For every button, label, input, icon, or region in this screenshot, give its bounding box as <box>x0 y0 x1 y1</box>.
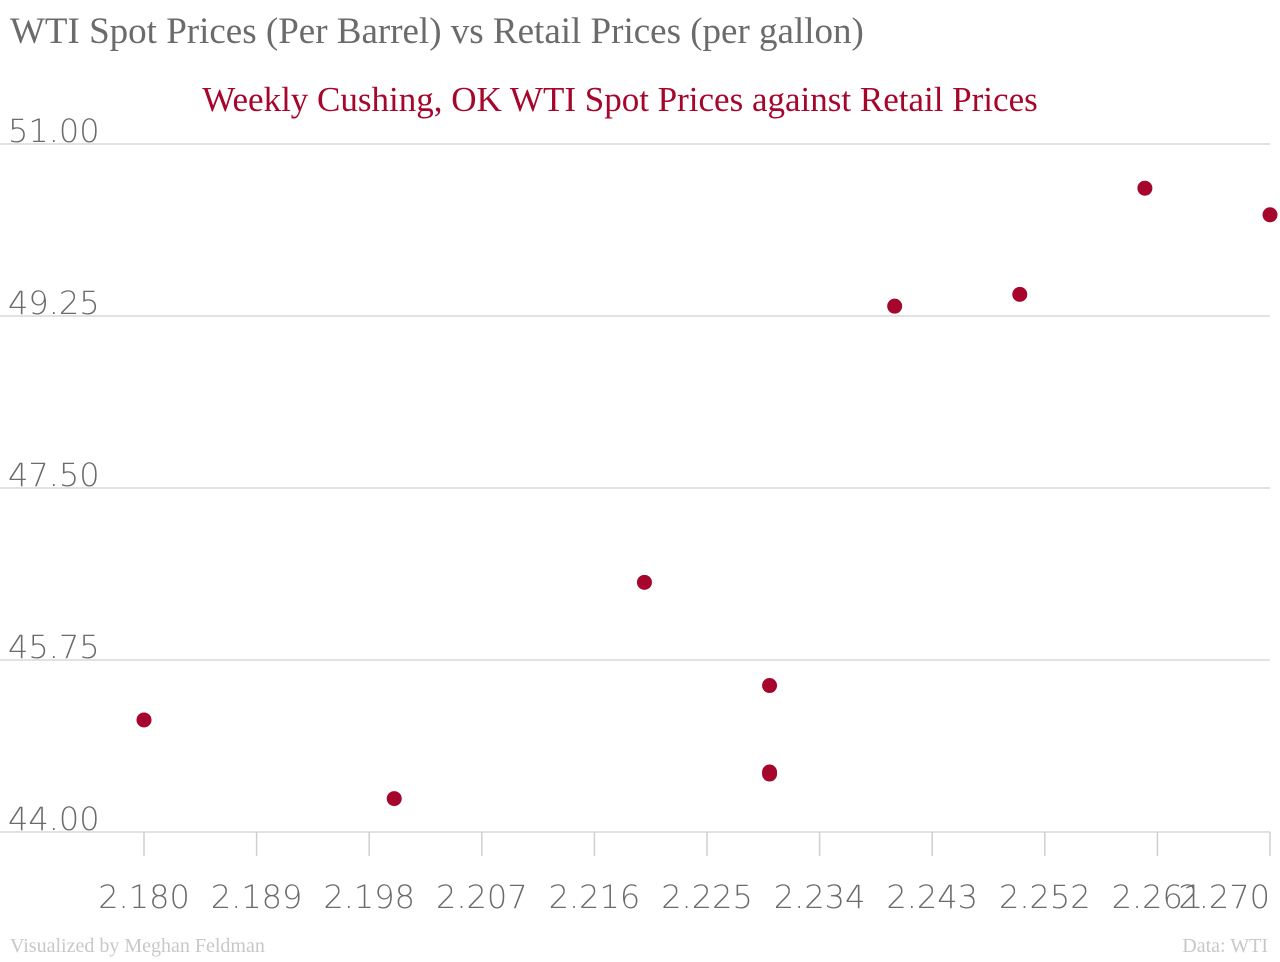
x-tick-label: 2.270 <box>1178 878 1270 916</box>
data-point <box>762 764 778 780</box>
x-tick-label: 2.207 <box>436 878 528 916</box>
y-tick-label: 51.00 <box>8 112 100 150</box>
gridlines <box>0 143 1270 833</box>
data-point <box>1012 286 1028 302</box>
data-point <box>1137 180 1153 196</box>
data-point <box>136 712 152 728</box>
data-point <box>636 574 652 590</box>
y-tick-label: 49.25 <box>8 284 100 322</box>
x-tick-label: 2.180 <box>98 878 190 916</box>
x-axis-labels: 2.180 2.189 2.198 2.207 2.216 2.225 2.234 2.243… <box>98 878 1270 916</box>
chart-title: WTI Spot Prices (Per Barrel) vs Retail P… <box>10 11 864 52</box>
y-axis-labels: 44.00 45.75 47.50 49.25 51.00 <box>8 112 100 838</box>
y-tick-label: 44.00 <box>8 800 100 838</box>
data-points <box>136 180 1278 807</box>
credit-text: Visualized by Meghan Feldman <box>10 935 265 957</box>
x-tick-label: 2.234 <box>774 878 866 916</box>
x-axis-ticks <box>143 832 1271 856</box>
data-point <box>762 678 778 694</box>
y-tick-label: 45.75 <box>8 628 100 666</box>
data-point <box>1262 207 1278 223</box>
data-point <box>887 298 903 314</box>
source-text: Data: WTI <box>1182 935 1268 957</box>
x-tick-label: 2.243 <box>886 878 978 916</box>
x-tick-label: 2.261 <box>1112 878 1204 916</box>
x-tick-label: 2.252 <box>999 878 1091 916</box>
chart-subtitle: Weekly Cushing, OK WTI Spot Prices again… <box>202 80 1037 119</box>
x-tick-label: 2.198 <box>323 878 415 916</box>
y-tick-label: 47.50 <box>8 456 100 494</box>
x-tick-label: 2.216 <box>549 878 641 916</box>
x-tick-label: 2.225 <box>661 878 753 916</box>
data-point <box>386 791 402 807</box>
x-tick-label: 2.189 <box>211 878 303 916</box>
